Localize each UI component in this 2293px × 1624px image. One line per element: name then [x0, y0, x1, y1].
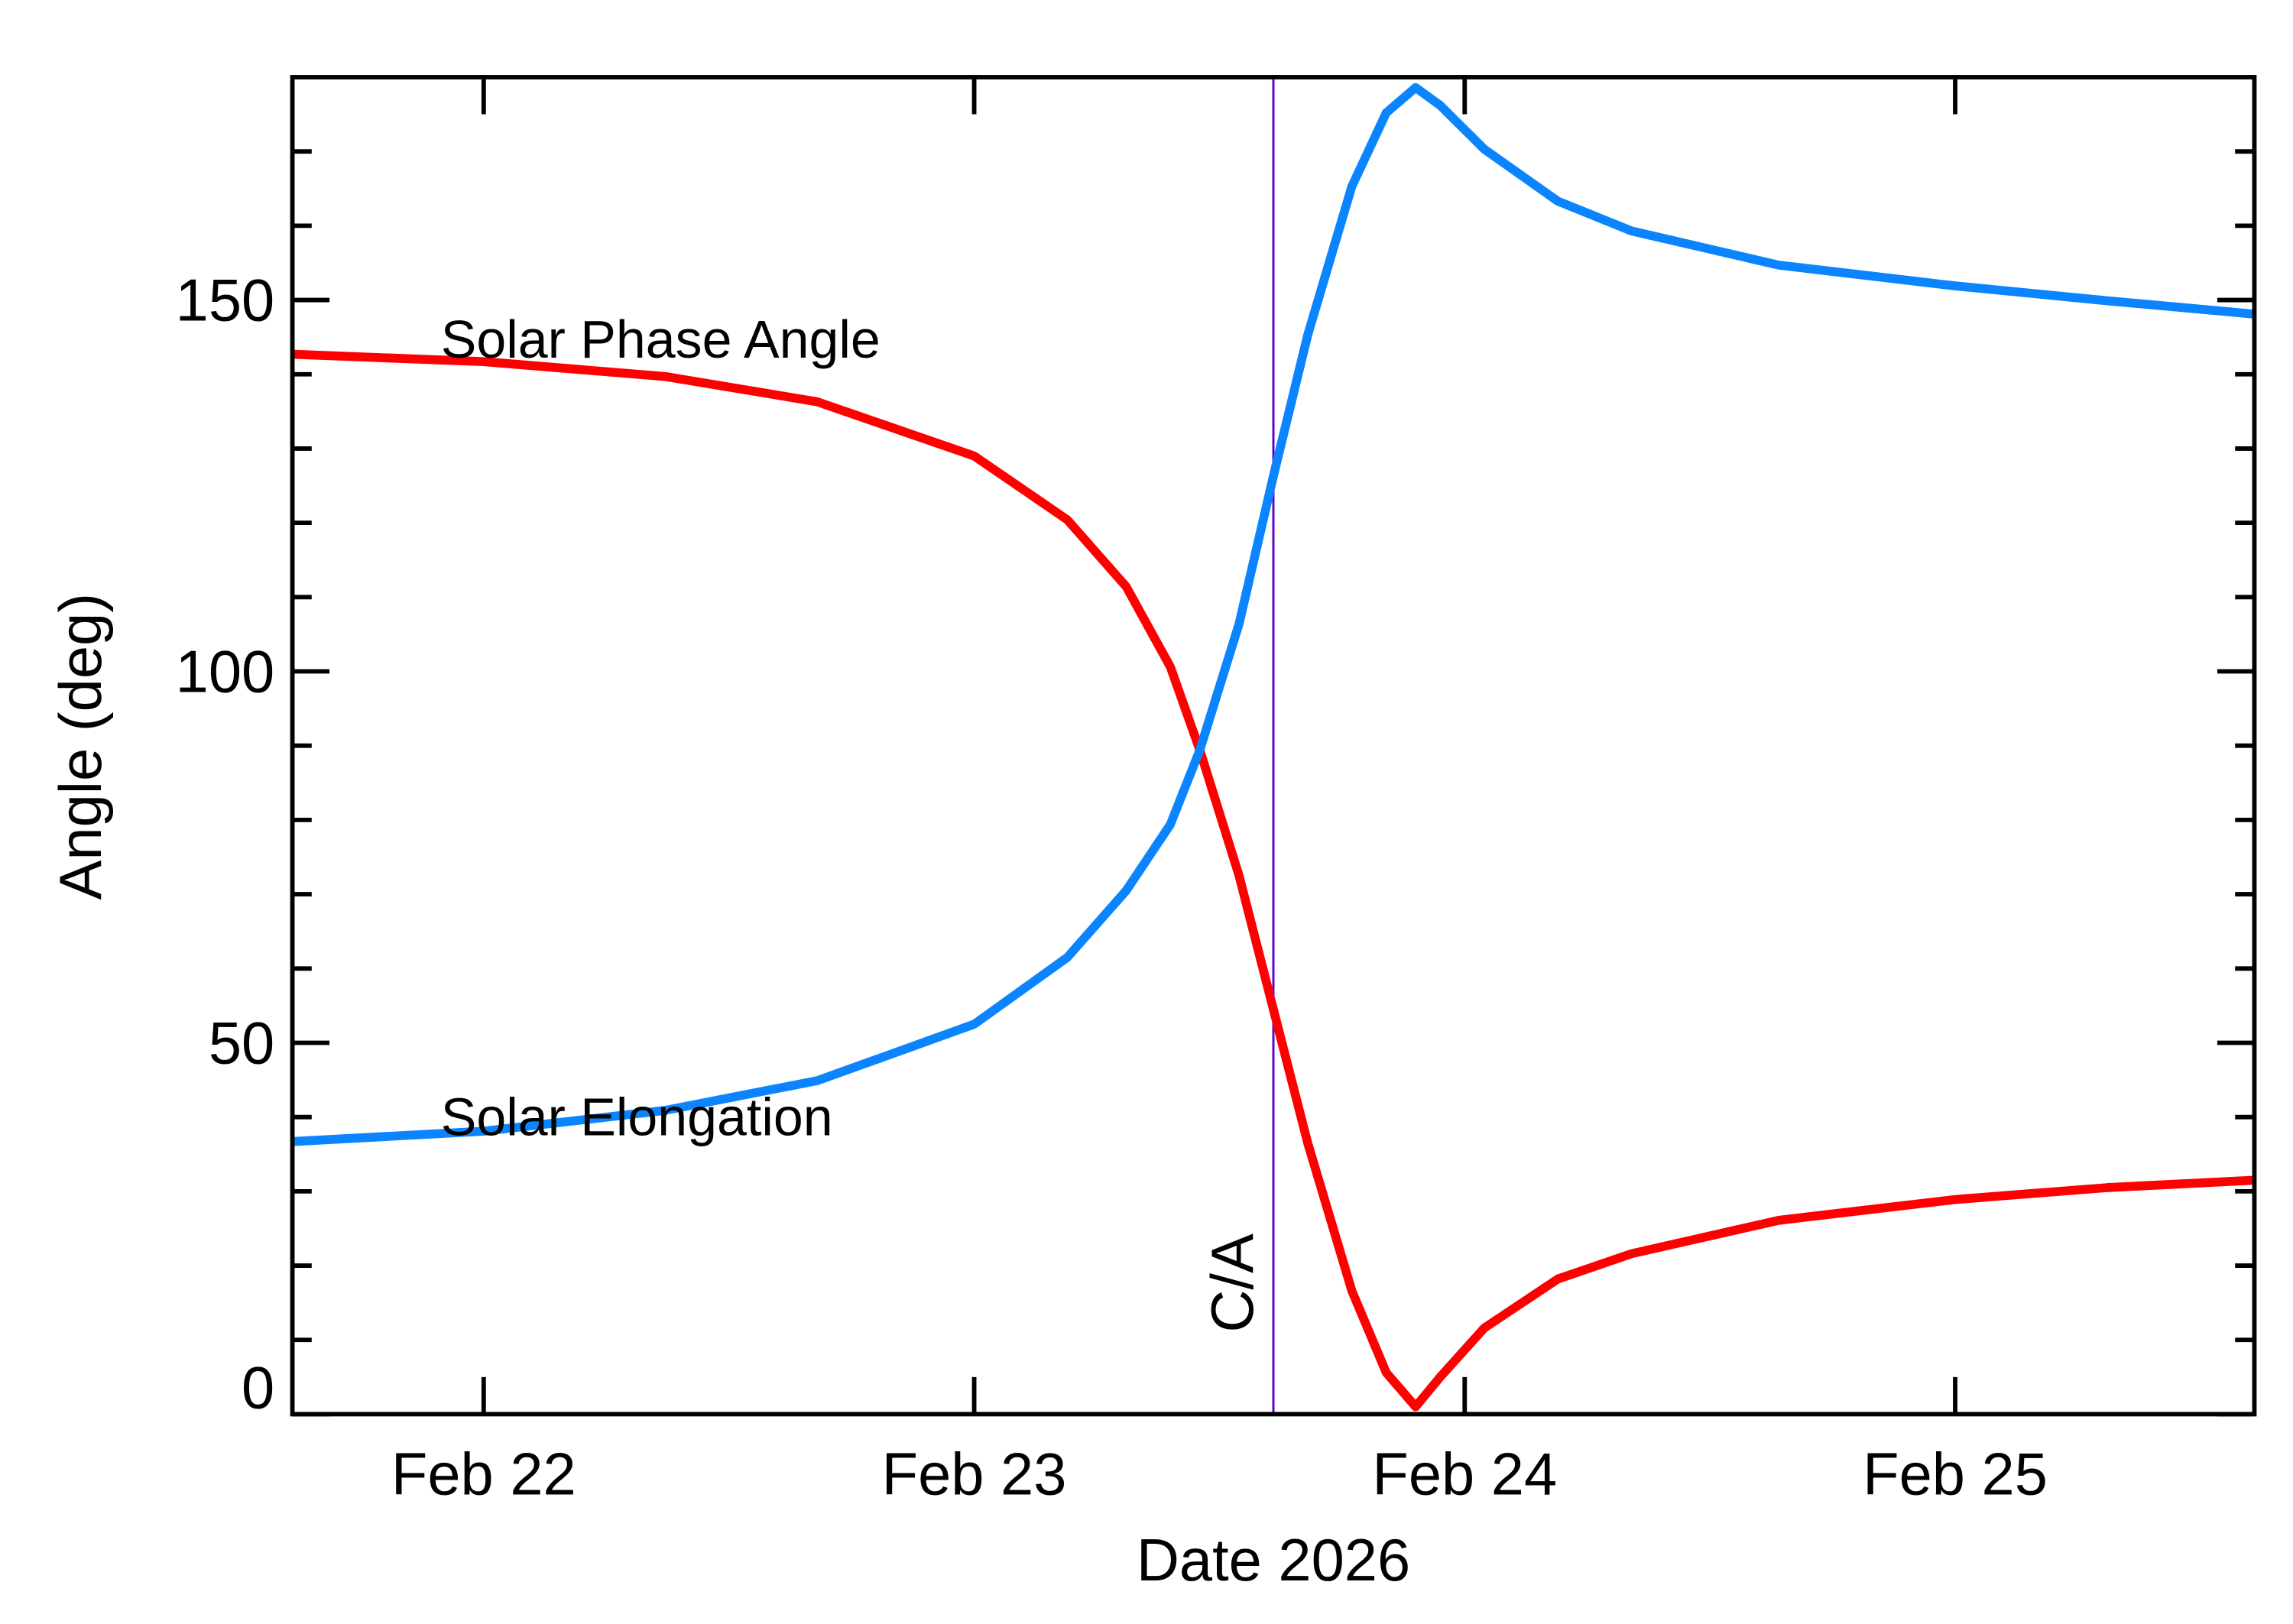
series-line — [292, 349, 2255, 1412]
x-tick-label: Feb 25 — [1863, 1441, 2048, 1507]
y-tick-label: 50 — [209, 1011, 274, 1077]
series-line — [292, 83, 2256, 1146]
x-tick-label: Feb 24 — [1372, 1441, 1557, 1507]
x-tick-label: Feb 23 — [882, 1441, 1067, 1507]
y-tick-label: 0 — [242, 1356, 274, 1421]
x-tick-label: Feb 22 — [391, 1441, 576, 1507]
y-axis-title: Angle (deg) — [48, 593, 114, 900]
y-tick-label: 100 — [176, 640, 275, 705]
annotation-label: C/A — [1200, 1233, 1266, 1333]
series-label: Solar Phase Angle — [441, 310, 881, 369]
y-tick-label: 150 — [176, 268, 275, 334]
x-axis-title: Date 2026 — [1137, 1528, 1410, 1593]
plot-frame — [290, 75, 2257, 1417]
series-label: Solar Elongation — [441, 1087, 833, 1146]
